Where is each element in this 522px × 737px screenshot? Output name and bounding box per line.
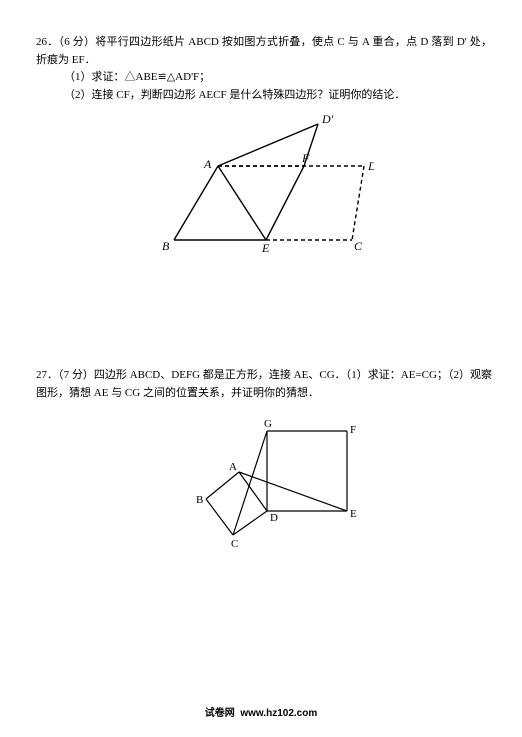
svg-text:C: C bbox=[354, 239, 363, 253]
svg-text:G: G bbox=[264, 418, 272, 430]
problem-27-text: 27．（7 分）四边形 ABCD、DEFG 都是正方形，连接 AE、CG．（1）… bbox=[36, 367, 492, 402]
svg-text:F: F bbox=[301, 151, 310, 165]
problem-26: 26．（6 分）将平行四边形纸片 ABCD 按如图方式折叠，使点 C 与 A 重… bbox=[36, 34, 492, 257]
svg-text:D: D bbox=[367, 159, 374, 173]
svg-text:C: C bbox=[231, 538, 238, 550]
problem-27: 27．（7 分）四边形 ABCD、DEFG 都是正方形，连接 AE、CG．（1）… bbox=[36, 367, 492, 560]
svg-text:E: E bbox=[350, 508, 357, 520]
q26-sub1: （1）求证：△ABE≌△AD'F； bbox=[36, 69, 492, 87]
svg-text:B: B bbox=[196, 494, 203, 506]
q26-points: （6 分） bbox=[59, 36, 96, 48]
figure-26-wrap: A B E C D F D' bbox=[36, 112, 492, 257]
svg-text:A: A bbox=[203, 157, 212, 171]
footer-label: 试卷网 bbox=[205, 708, 235, 719]
figure-26: A B E C D F D' bbox=[154, 112, 374, 257]
svg-text:D: D bbox=[270, 512, 278, 524]
svg-text:D': D' bbox=[321, 112, 334, 126]
q26-sub2: （2）连接 CF，判断四边形 AECF 是什么特殊四边形？证明你的结论． bbox=[36, 87, 492, 105]
q27-number: 27． bbox=[36, 369, 58, 381]
svg-text:A: A bbox=[229, 461, 237, 473]
q27-stem: 四边形 ABCD、DEFG 都是正方形，连接 AE、CG．（1）求证：AE=CG… bbox=[36, 369, 492, 399]
figure-27: A B C D E F G bbox=[169, 411, 359, 561]
q26-stem: 将平行四边形纸片 ABCD 按如图方式折叠，使点 C 与 A 重合，点 D 落到… bbox=[36, 36, 492, 66]
svg-text:B: B bbox=[162, 239, 170, 253]
problem-26-text: 26．（6 分）将平行四边形纸片 ABCD 按如图方式折叠，使点 C 与 A 重… bbox=[36, 34, 492, 69]
q27-points: （7 分） bbox=[58, 369, 94, 381]
q26-number: 26． bbox=[36, 36, 59, 48]
footer-url: www.hz102.com bbox=[240, 708, 317, 719]
svg-text:E: E bbox=[261, 241, 270, 255]
page-footer: 试卷网 www.hz102.com bbox=[0, 704, 522, 719]
svg-text:F: F bbox=[350, 424, 356, 436]
figure-27-wrap: A B C D E F G bbox=[36, 411, 492, 561]
